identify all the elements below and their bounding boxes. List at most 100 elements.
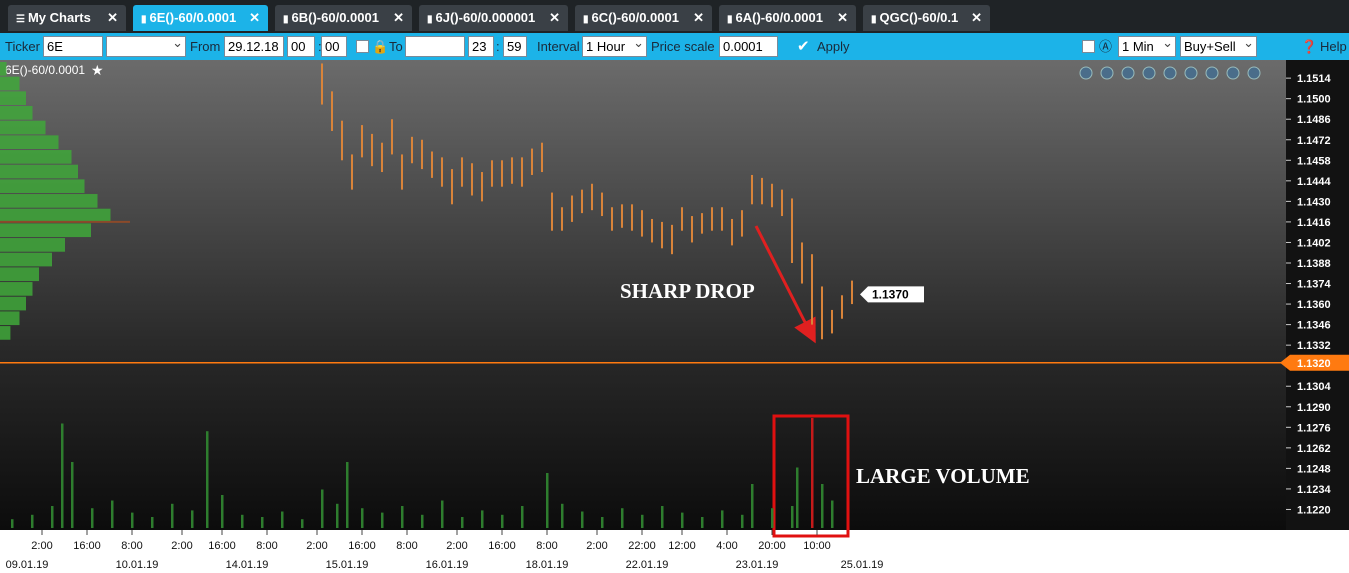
y-tick-label: 1.1514 — [1297, 73, 1332, 85]
x-tick-label: 16:00 — [208, 540, 236, 552]
to-date[interactable] — [405, 36, 465, 57]
to-minute[interactable]: 59 — [503, 36, 527, 57]
label: Interval — [537, 39, 580, 54]
profile-bar — [0, 106, 33, 120]
volume-bar — [91, 508, 94, 528]
from-minute[interactable]: 00 — [321, 36, 347, 57]
interval-select[interactable]: 1 Hour — [582, 33, 647, 57]
x-tick-label: 2:00 — [306, 540, 327, 552]
tab[interactable]: ▮ QGC()-60/0.1 ✕ — [863, 5, 990, 31]
price-axis-background — [1286, 60, 1349, 530]
tab-close[interactable]: ✕ — [971, 10, 982, 25]
checkbox[interactable] — [356, 40, 369, 53]
volume-bar — [11, 519, 14, 528]
x-tick-label: 14.01.19 — [226, 559, 269, 571]
volume-bar — [321, 489, 324, 528]
y-tick-label: 1.1262 — [1297, 443, 1331, 455]
volume-bar — [301, 519, 304, 528]
volume-bar — [751, 484, 754, 528]
x-tick-label: 2:00 — [586, 540, 607, 552]
tab-close[interactable]: ✕ — [249, 10, 260, 25]
volume-bar — [221, 495, 224, 528]
volume-bar — [561, 503, 564, 528]
y-tick-label: 1.1472 — [1297, 135, 1331, 147]
y-tick-label: 1.1346 — [1297, 320, 1331, 332]
toolbar: Ticker 6E From 29.12.18 00 : 00 🔒 To 23 … — [0, 33, 1349, 60]
tab[interactable]: ▮ 6E()-60/0.0001 ✕ — [133, 5, 268, 31]
apply-button[interactable]: Apply — [817, 39, 850, 54]
favorite-star[interactable]: ★ — [91, 62, 104, 78]
price-scale-input[interactable]: 0.0001 — [719, 36, 778, 57]
volume-bar — [51, 506, 54, 528]
label: From — [190, 39, 221, 54]
profile-bar — [0, 282, 33, 296]
x-tick-label: 12:00 — [668, 540, 696, 552]
volume-bar — [421, 514, 424, 528]
volume-bar — [206, 431, 209, 528]
tab[interactable]: ▮ 6J()-60/0.000001 ✕ — [419, 5, 568, 31]
tab-icon: ▮ — [283, 14, 289, 25]
profile-bar — [0, 91, 26, 106]
volume-bar — [131, 512, 134, 528]
dropdown[interactable] — [106, 33, 186, 57]
volume-bar — [346, 462, 349, 528]
profile-bar — [0, 252, 52, 267]
tool-icon — [1163, 66, 1177, 80]
volume-bar — [791, 506, 794, 528]
to-hour[interactable]: 23 — [468, 36, 494, 57]
ticker-input[interactable]: 6E — [43, 36, 103, 57]
annotation: LARGE VOLUME — [856, 464, 1030, 488]
tab-close[interactable]: ✕ — [693, 10, 704, 25]
y-tick-label: 1.1416 — [1297, 217, 1331, 229]
x-tick-label: 2:00 — [446, 540, 467, 552]
label: To — [389, 39, 403, 54]
volume-bar — [191, 510, 194, 528]
volume-bar — [621, 508, 624, 528]
volume-bar — [741, 514, 744, 528]
apply-icon: ✔ — [797, 38, 810, 55]
tab-bar: ☰ My Charts ✕ ▮ 6E()-60/0.0001 ✕ ▮ 6B()-60/0.00… — [0, 0, 1349, 33]
tool-icon — [1100, 66, 1114, 80]
tab-label: 6B()-60/0.0001 — [291, 10, 379, 25]
volume-bar — [241, 514, 244, 528]
chart: 6E()-60/0.0001 ★ SHARP DROP LARGE VOLUME… — [0, 60, 1349, 573]
y-tick-label: 1.1276 — [1297, 422, 1331, 434]
tab-close[interactable]: ✕ — [393, 10, 404, 25]
x-tick-label: 8:00 — [396, 540, 417, 552]
lock-icon: 🔒 — [372, 39, 389, 54]
volume-bar — [481, 510, 484, 528]
time-axis-background — [0, 530, 1349, 573]
annotation: SHARP DROP — [620, 279, 755, 303]
plot-background — [0, 60, 1286, 530]
from-hour[interactable]: 00 — [287, 36, 315, 57]
tab-label: My Charts — [27, 10, 91, 25]
volume-bar — [811, 418, 814, 528]
volume-bar — [461, 517, 464, 528]
volume-bar — [771, 508, 774, 528]
tab[interactable]: ▮ 6C()-60/0.0001 ✕ — [575, 5, 712, 31]
tab-close[interactable]: ✕ — [549, 10, 560, 25]
tab-close[interactable]: ✕ — [107, 10, 118, 25]
separator: : — [318, 39, 322, 54]
timeframe-select[interactable]: 1 Min — [1118, 33, 1176, 57]
volume-bar — [281, 511, 284, 528]
tab[interactable]: ▮ 6A()-60/0.0001 ✕ — [719, 5, 856, 31]
x-tick-label: 16:00 — [488, 540, 516, 552]
chart-tools — [1079, 66, 1261, 80]
tab-label: 6J()-60/0.000001 — [435, 10, 536, 25]
checkbox[interactable] — [1082, 40, 1095, 53]
y-tick-label: 1.1290 — [1297, 402, 1331, 414]
profile-bar — [0, 296, 26, 311]
x-tick-label: 16:00 — [73, 540, 101, 552]
help-button[interactable]: Help — [1320, 39, 1347, 54]
tab[interactable]: ☰ My Charts ✕ — [8, 5, 126, 31]
from-date[interactable]: 29.12.18 — [224, 36, 284, 57]
x-tick-label: 8:00 — [536, 540, 557, 552]
side-select[interactable]: Buy+Sell — [1180, 33, 1257, 57]
volume-bar — [171, 503, 174, 528]
tab[interactable]: ▮ 6B()-60/0.0001 ✕ — [275, 5, 412, 31]
tab-label: 6E()-60/0.0001 — [149, 10, 237, 25]
x-tick-label: 25.01.19 — [841, 559, 884, 571]
profile-bar — [0, 150, 72, 164]
tab-close[interactable]: ✕ — [837, 10, 848, 25]
